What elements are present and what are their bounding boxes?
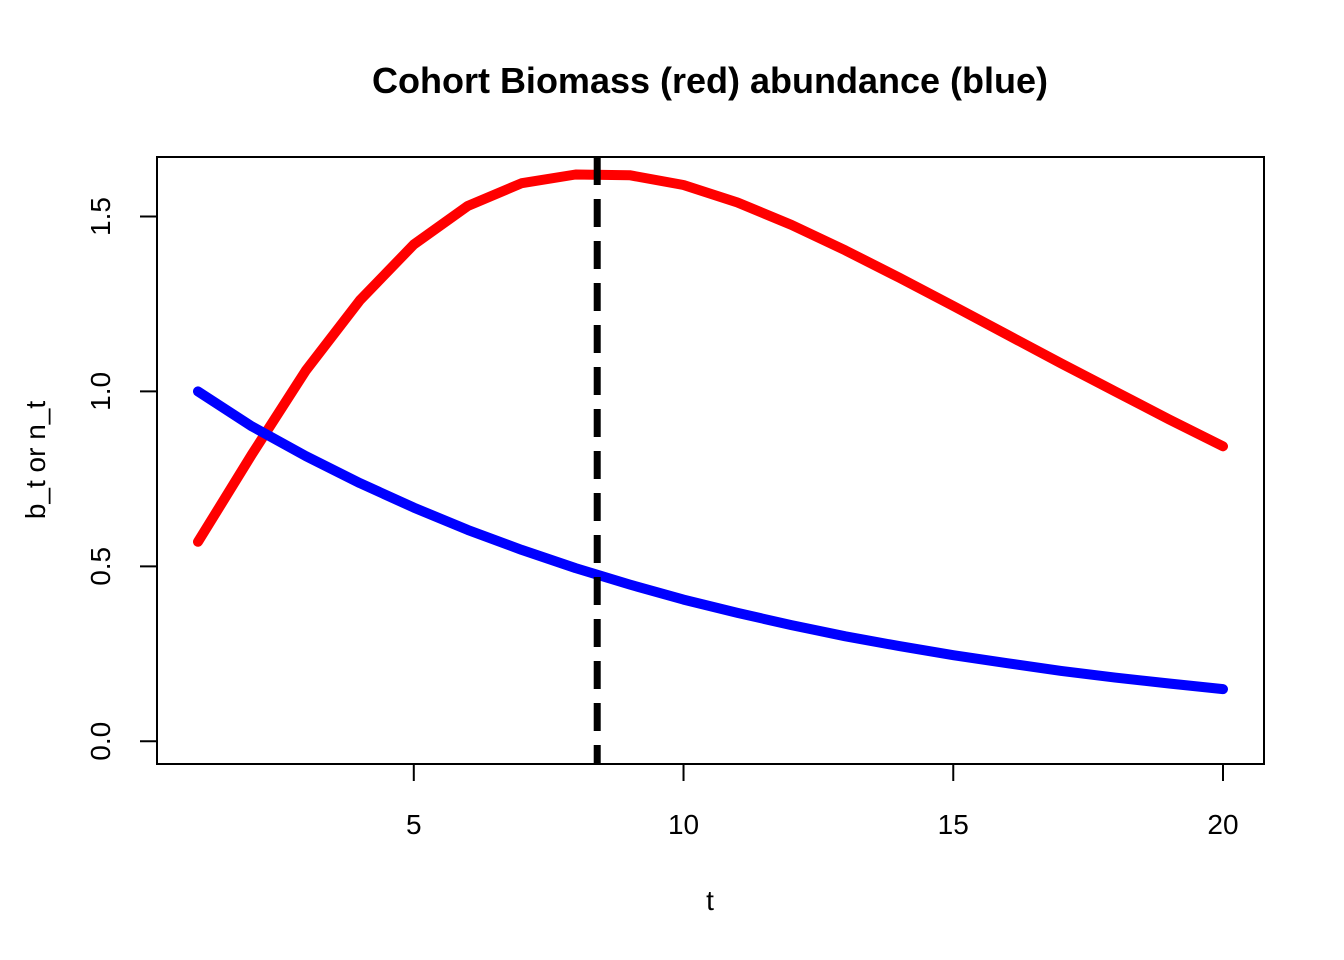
series-layer (193, 157, 1228, 764)
y-tick-label: 1.0 (85, 372, 116, 411)
y-tick-label: 0.5 (85, 547, 116, 586)
y-tick-label: 1.5 (85, 197, 116, 236)
x-tick-label: 10 (668, 809, 699, 840)
x-tick-label: 15 (938, 809, 969, 840)
series-line-2 (193, 386, 1228, 695)
series-line-1 (193, 169, 1228, 547)
x-tick-label: 20 (1207, 809, 1238, 840)
x-axis-label: t (706, 885, 714, 916)
y-tick-label: 0.0 (85, 722, 116, 761)
axes: 5 10 15 20 0.0 0.5 1.0 1.5 (85, 197, 1239, 840)
y-axis-label: b_t or n_t (20, 401, 51, 520)
chart-title: Cohort Biomass (red) abundance (blue) (372, 60, 1048, 101)
x-tick-label: 5 (406, 809, 422, 840)
